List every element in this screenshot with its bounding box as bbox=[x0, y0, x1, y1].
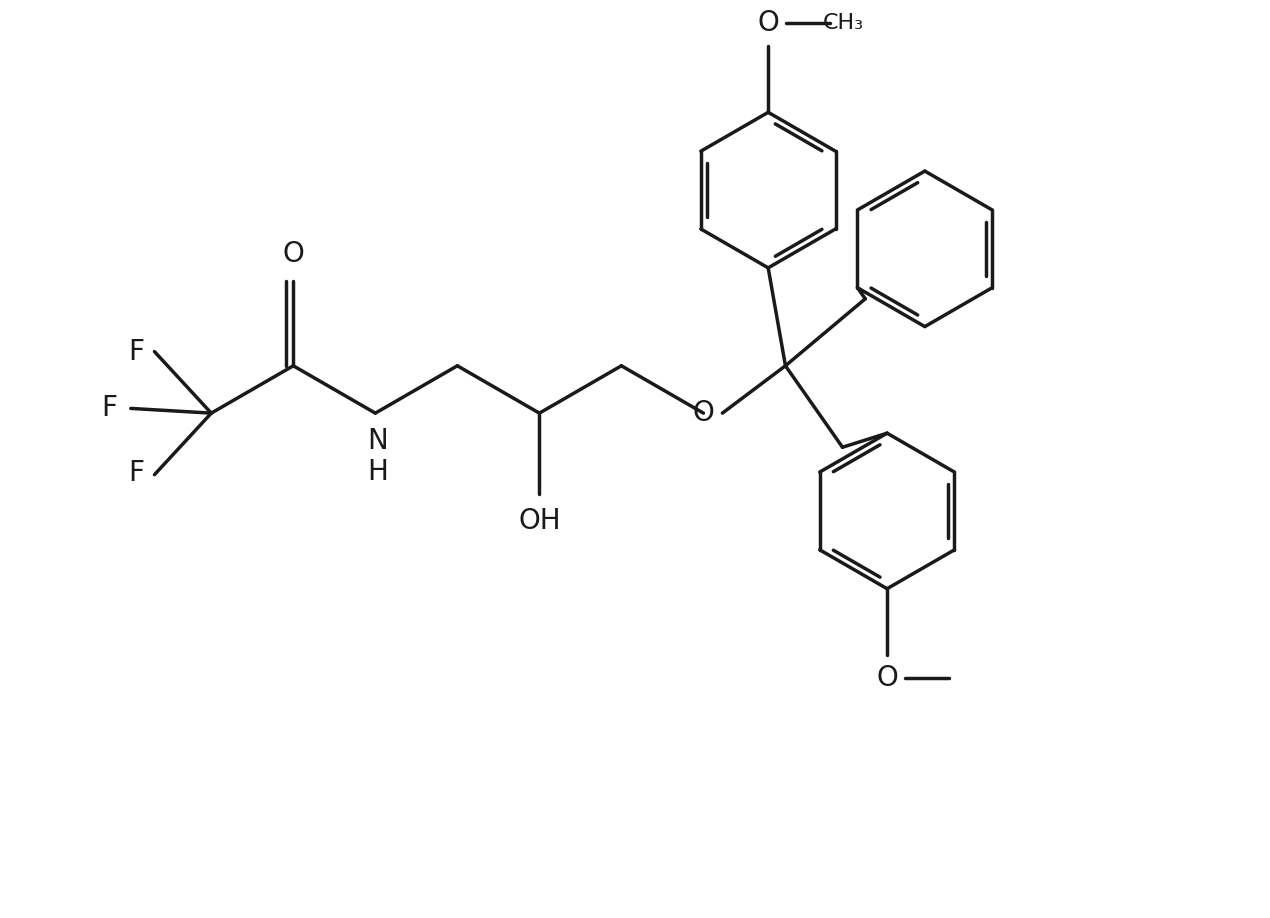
Text: O: O bbox=[282, 240, 305, 268]
Text: O: O bbox=[757, 9, 779, 37]
Text: O: O bbox=[692, 399, 714, 427]
Text: OH: OH bbox=[518, 507, 560, 534]
Text: H: H bbox=[367, 458, 387, 486]
Text: N: N bbox=[367, 427, 387, 455]
Text: F: F bbox=[128, 459, 145, 487]
Text: O: O bbox=[876, 664, 898, 692]
Text: F: F bbox=[100, 395, 117, 422]
Text: CH₃: CH₃ bbox=[823, 13, 864, 33]
Text: F: F bbox=[128, 338, 145, 365]
